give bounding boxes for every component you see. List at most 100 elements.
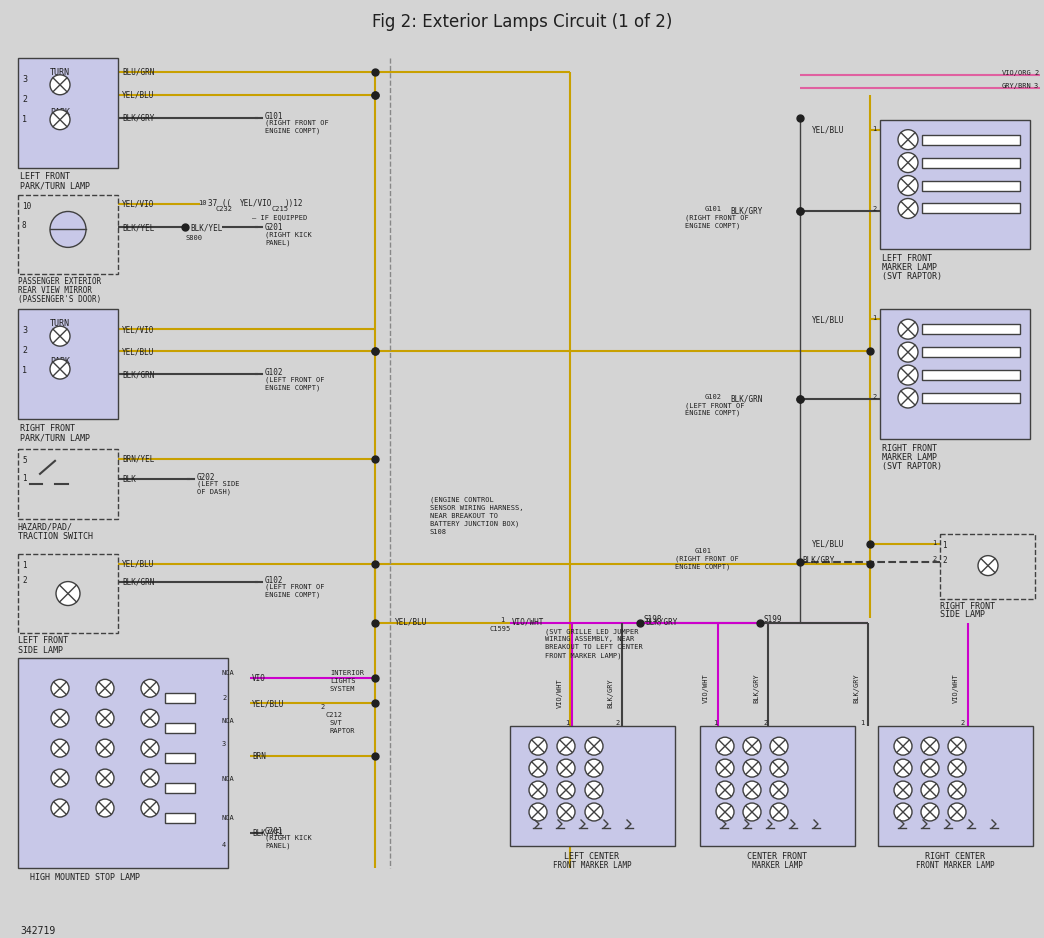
Text: TRACTION SWITCH: TRACTION SWITCH (18, 532, 93, 540)
Text: 1: 1 (22, 474, 27, 483)
Bar (511, 726, 675, 846)
Circle shape (921, 781, 939, 799)
Circle shape (770, 803, 788, 821)
Text: OF DASH): OF DASH) (197, 489, 231, 495)
Circle shape (585, 759, 603, 777)
Text: RIGHT FRONT: RIGHT FRONT (20, 424, 75, 433)
Text: (RIGHT FRONT OF: (RIGHT FRONT OF (685, 215, 749, 221)
Text: — IF EQUIPPED: — IF EQUIPPED (252, 215, 307, 220)
Text: G202: G202 (197, 473, 215, 482)
Text: G102: G102 (265, 576, 284, 584)
Circle shape (898, 153, 918, 173)
Text: (LEFT FRONT OF: (LEFT FRONT OF (265, 583, 325, 590)
Circle shape (51, 709, 69, 727)
Circle shape (141, 739, 159, 757)
Circle shape (716, 803, 734, 821)
Bar (940, 534, 1035, 598)
Circle shape (894, 781, 912, 799)
Text: PANEL): PANEL) (265, 843, 290, 850)
Text: BREAKOUT TO LEFT CENTER: BREAKOUT TO LEFT CENTER (545, 644, 643, 650)
Bar (165, 693, 195, 704)
Text: YEL/VIO: YEL/VIO (240, 199, 272, 207)
Circle shape (141, 799, 159, 817)
Text: YEL/BLU: YEL/BLU (252, 700, 284, 708)
Bar (922, 393, 1020, 403)
Text: BLK: BLK (122, 475, 136, 484)
Text: SENSOR WIRING HARNESS,: SENSOR WIRING HARNESS, (430, 505, 523, 511)
Text: BLK/GRY: BLK/GRY (607, 678, 613, 708)
Text: BATTERY JUNCTION BOX): BATTERY JUNCTION BOX) (430, 521, 519, 527)
Text: VIO/WHT: VIO/WHT (703, 673, 709, 704)
Circle shape (50, 75, 70, 95)
Circle shape (50, 359, 70, 379)
Text: MARKER LAMP: MARKER LAMP (882, 264, 938, 272)
Circle shape (948, 781, 966, 799)
Circle shape (96, 769, 114, 787)
Text: BRN/YEL: BRN/YEL (122, 455, 155, 464)
Bar (18, 58, 118, 168)
Circle shape (141, 679, 159, 697)
Text: NCA: NCA (222, 671, 235, 676)
Circle shape (898, 129, 918, 150)
Circle shape (529, 759, 547, 777)
Text: RIGHT FRONT: RIGHT FRONT (940, 601, 995, 611)
Text: NEAR BREAKOUT TO: NEAR BREAKOUT TO (430, 513, 498, 519)
Circle shape (51, 679, 69, 697)
Circle shape (716, 737, 734, 755)
Text: YEL/BLU: YEL/BLU (395, 617, 427, 627)
Text: VIO/WHT: VIO/WHT (557, 678, 563, 708)
Text: SVT: SVT (330, 720, 342, 726)
Text: S198: S198 (643, 615, 662, 625)
Text: FRONT MARKER LAMP: FRONT MARKER LAMP (916, 861, 994, 870)
Text: NCA: NCA (222, 815, 235, 821)
Text: YEL/BLU: YEL/BLU (122, 347, 155, 356)
Circle shape (898, 199, 918, 219)
Text: LIGHTS: LIGHTS (330, 678, 356, 685)
Text: 1: 1 (22, 366, 27, 375)
Text: (LEFT SIDE: (LEFT SIDE (197, 481, 239, 488)
Bar (165, 753, 195, 764)
Text: BLK/YEL: BLK/YEL (252, 829, 284, 838)
Text: 2: 2 (872, 394, 876, 400)
Text: HAZARD/PAD/: HAZARD/PAD/ (18, 522, 73, 532)
Text: 2: 2 (763, 720, 767, 726)
Circle shape (894, 737, 912, 755)
Circle shape (898, 319, 918, 340)
Circle shape (96, 739, 114, 757)
Circle shape (529, 737, 547, 755)
Text: 1: 1 (942, 540, 947, 550)
Text: 3: 3 (1034, 83, 1038, 89)
Circle shape (898, 342, 918, 362)
Text: NCA: NCA (222, 776, 235, 782)
Text: 1: 1 (860, 720, 864, 726)
Text: 2: 2 (960, 720, 965, 726)
Text: ENGINE COMPT): ENGINE COMPT) (265, 592, 321, 598)
Circle shape (96, 709, 114, 727)
Text: RIGHT FRONT: RIGHT FRONT (882, 444, 938, 453)
Text: 2: 2 (872, 206, 876, 213)
Circle shape (716, 781, 734, 799)
Circle shape (585, 803, 603, 821)
Text: G201: G201 (265, 223, 284, 233)
Text: YEL/VIO: YEL/VIO (122, 325, 155, 334)
Text: 1: 1 (22, 114, 27, 124)
Text: BLK/GRY: BLK/GRY (802, 555, 834, 565)
Circle shape (978, 555, 998, 576)
Circle shape (50, 211, 86, 248)
Text: ENGINE COMPT): ENGINE COMPT) (265, 128, 321, 134)
Circle shape (51, 769, 69, 787)
Text: BLU/GRN: BLU/GRN (122, 68, 155, 77)
Text: G102: G102 (265, 368, 284, 377)
Bar (165, 813, 195, 823)
Bar (922, 347, 1020, 357)
Text: 2: 2 (22, 346, 27, 356)
Text: RAPTOR: RAPTOR (330, 728, 356, 734)
Text: ENGINE COMPT): ENGINE COMPT) (685, 222, 740, 229)
Circle shape (716, 759, 734, 777)
Text: 2: 2 (942, 555, 947, 565)
Text: GRY/BRN: GRY/BRN (1002, 83, 1031, 89)
Text: 2: 2 (22, 576, 27, 584)
Bar (18, 658, 228, 868)
Text: (LEFT FRONT OF: (LEFT FRONT OF (685, 402, 744, 409)
Text: BLK/GRY: BLK/GRY (730, 206, 762, 216)
